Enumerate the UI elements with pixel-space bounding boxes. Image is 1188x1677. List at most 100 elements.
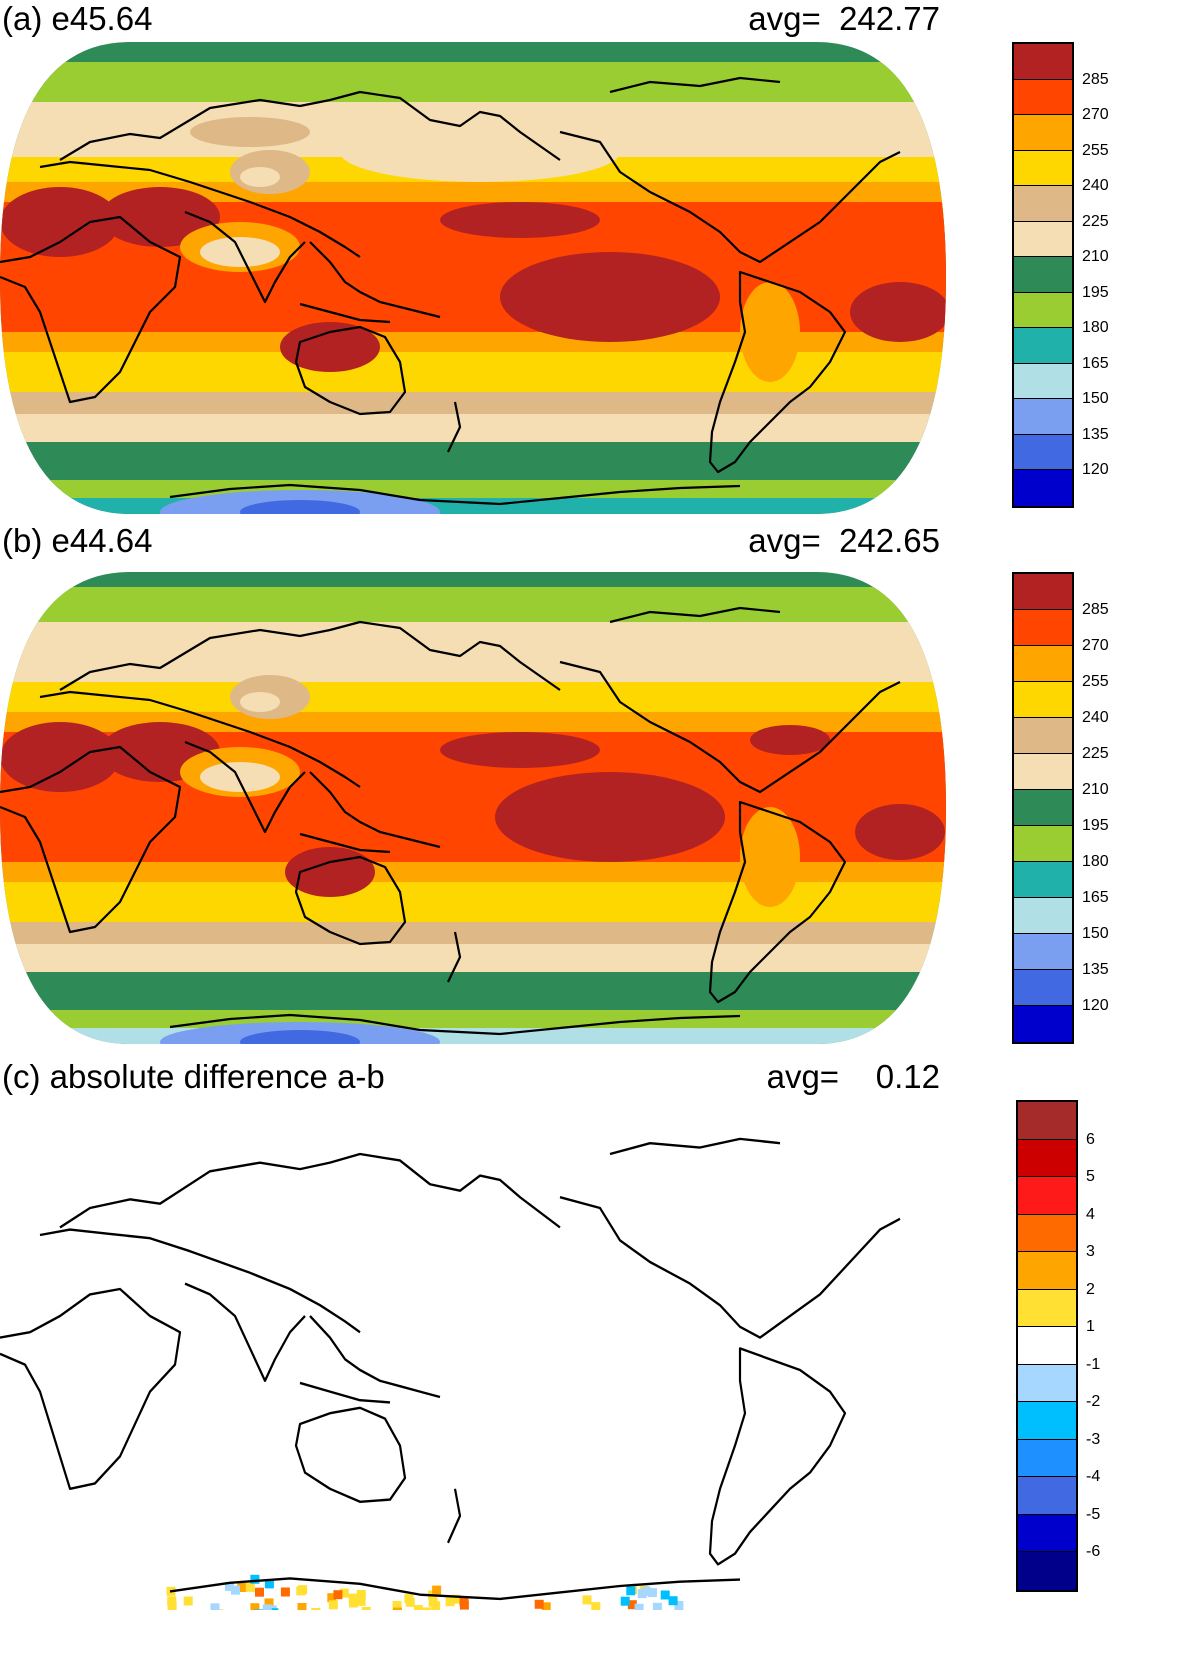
colorbar-swatch [1014,292,1072,329]
panel-average: avg= 242.77 [748,0,940,38]
map-panel-a [0,42,946,514]
colorbar-tick-label: 5 [1086,1168,1095,1186]
difference-cell [541,1602,551,1610]
difference-cell [634,1603,644,1610]
colorbar-tick-label: -5 [1086,1505,1101,1523]
map-panel-c [0,1100,946,1610]
colorbar-swatch [1018,1439,1076,1478]
difference-cell [167,1596,177,1606]
colorbar-tick-label: 285 [1082,601,1109,618]
difference-cell [356,1590,366,1599]
colorbar-swatch [1014,1006,1072,1042]
colorbar-tick-label: 3 [1086,1243,1095,1261]
colorbar-tick-label: 210 [1082,248,1109,266]
difference-cell [413,1605,423,1610]
colorbar-swatch [1014,328,1072,364]
difference-cell [339,1588,349,1598]
difference-map [0,1100,946,1610]
difference-cell [333,1590,343,1600]
colorbar-swatch [1014,470,1072,506]
difference-cell [255,1587,264,1597]
difference-cell [280,1587,290,1597]
difference-cell [250,1603,260,1610]
difference-cell [620,1596,630,1606]
colorbar-swatch [1018,1552,1076,1590]
colorbar-tick-label: 195 [1082,817,1109,834]
colorbar-swatch [1014,610,1072,646]
difference-cell [264,1598,274,1608]
colorbar-swatch [1014,718,1072,754]
difference-cell [647,1588,657,1598]
avg-label: avg= [748,0,821,37]
colorbar-tick-label: 180 [1082,319,1109,337]
colorbar-tick-label: 2 [1086,1280,1095,1298]
colorbar-scale [1016,1100,1078,1592]
difference-cell [267,1605,277,1610]
colorbar-swatch [1018,1177,1076,1215]
difference-cell [327,1593,337,1603]
colorbar-swatch [1018,1214,1076,1253]
difference-cell [591,1602,601,1610]
colorbar-tick-label: 195 [1082,283,1109,301]
difference-cell [652,1602,662,1610]
avg-label: avg= [748,522,821,559]
colorbar-tick-label: -2 [1086,1393,1101,1411]
colorbar-swatch [1014,646,1072,682]
panel-c: (c) absolute difference a-b avg= 0.12 6 5… [0,1058,1188,1677]
difference-cell [582,1595,592,1605]
map-panel-b [0,572,946,1044]
colorbar-tick-label: -4 [1086,1468,1101,1486]
colorbar-swatch [1018,1102,1076,1140]
colorbar-swatch [1014,150,1072,187]
field-map-a [0,42,946,514]
colorbar-tick-label: 135 [1082,961,1109,978]
difference-cell [297,1603,307,1610]
difference-cell [183,1596,193,1606]
colorbar-swatch [1014,44,1072,80]
colorbar-swatch [1018,1514,1076,1553]
colorbar-tick-label: -3 [1086,1430,1101,1448]
colorbar-tick-label: 150 [1082,925,1109,942]
colorbar-swatch [1018,1327,1076,1365]
colorbar-swatch [1014,682,1072,718]
avg-value: 242.65 [839,522,940,559]
difference-cell [264,1579,274,1589]
colorbar-tick-label: 285 [1082,70,1109,88]
colorbar-swatch [1018,1477,1076,1515]
difference-cell [250,1574,260,1584]
difference-cell [348,1593,358,1603]
difference-cell [210,1603,220,1610]
panel-title: (c) absolute difference a-b [2,1058,385,1095]
colorbar-swatch [1014,898,1072,934]
colorbar-tick-label: 150 [1082,390,1109,408]
colorbar-swatch [1014,434,1072,471]
colorbar-swatch [1014,574,1072,610]
colorbar-tick-label: 135 [1082,425,1109,443]
difference-cell [668,1596,678,1606]
difference-cell [361,1607,371,1610]
avg-label: avg= [766,1058,840,1095]
colorbar-tick-label: 165 [1082,889,1109,906]
colorbar-tick-label: 225 [1082,212,1109,230]
panel-average: avg= 0.12 [767,1058,940,1096]
colorbar-tick-label: 210 [1082,781,1109,798]
difference-cell [254,1609,264,1610]
panel-a: (a) e45.64 avg= 242.77 [0,0,1188,520]
colorbar-tick-label: 165 [1082,354,1109,372]
difference-cell [392,1601,402,1610]
colorbar-tick-label: 120 [1082,461,1109,479]
panel-average: avg= 242.65 [748,522,940,560]
colorbar-tick-label: 225 [1082,745,1109,762]
difference-cell [422,1607,431,1610]
difference-cell [269,1608,279,1610]
colorbar-tick-label: 240 [1082,709,1109,726]
colorbar-swatch [1014,399,1072,435]
difference-cell [432,1585,442,1595]
difference-cell [660,1590,670,1600]
difference-cell [627,1600,637,1610]
avg-value: 0.12 [875,1058,940,1095]
panel-b: (b) e44.64 avg= 242.65 [0,522,1188,1052]
difference-cell [237,1583,247,1592]
colorbar-tick-label: 255 [1082,673,1109,690]
colorbar-tick-label: 6 [1086,1130,1095,1148]
